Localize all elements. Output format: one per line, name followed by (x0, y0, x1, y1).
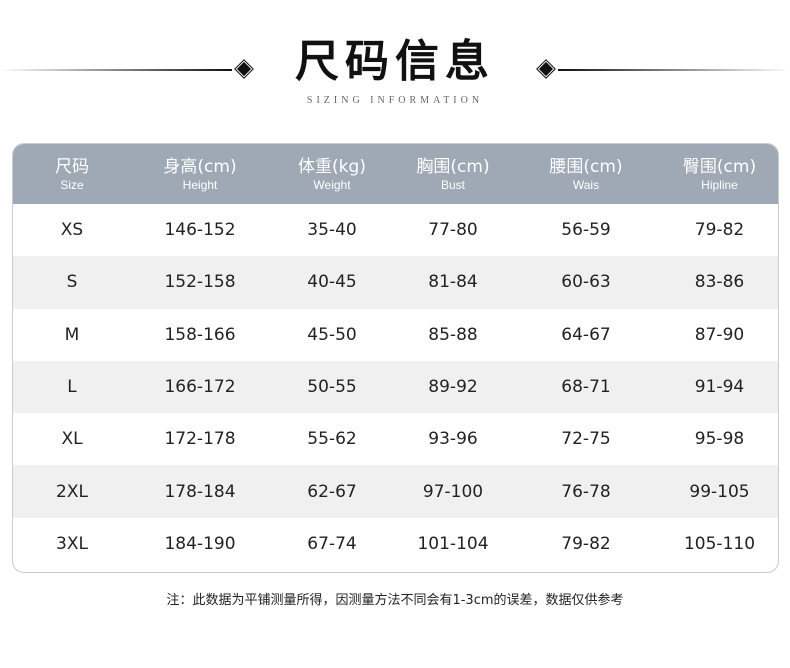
table-row: XL 172-178 55-62 93-96 72-75 95-98 (13, 413, 778, 465)
table-cell: 101-104 (417, 533, 489, 554)
table-cell: 158-166 (164, 324, 236, 345)
divider-left (0, 69, 232, 71)
table-cell: 77-80 (428, 220, 478, 241)
table-cell: 62-67 (307, 481, 357, 502)
page-subtitle: SIZING INFORMATION (306, 95, 484, 106)
note: 注：此数据为平铺测量所得，因测量方法不同会有1-3cm的误差，数据仅供参考 (166, 593, 624, 608)
table-cell: 152-158 (164, 272, 236, 293)
table-row: 3XL 184-190 67-74 101-104 79-82 105-110 (13, 518, 778, 570)
table-cell: 40-45 (307, 272, 357, 293)
table-row: M 158-166 45-50 85-88 64-67 87-90 (13, 309, 778, 361)
table-row: 2XL 178-184 62-67 97-100 76-78 99-105 (13, 465, 778, 518)
table-cell: 55-62 (307, 429, 357, 450)
column-header: 臀围(cm) Hipline (661, 144, 778, 204)
table-row: S 152-158 40-45 81-84 60-63 83-86 (13, 256, 778, 309)
table-cell: 166-172 (164, 377, 236, 398)
header-zh: 腰围(cm) (549, 156, 623, 177)
table-cell: 97-100 (422, 481, 484, 502)
table-cell: 67-74 (307, 533, 357, 554)
column-header: 胸围(cm) Bust (395, 144, 511, 204)
table-cell: 91-94 (694, 377, 745, 398)
table-row: XS 146-152 35-40 77-80 56-59 79-82 (13, 204, 778, 256)
header-en: Hipline (701, 177, 738, 192)
table-cell: 72-75 (561, 429, 611, 450)
table-cell: 99-105 (689, 481, 750, 502)
table-cell: 93-96 (428, 429, 478, 450)
table-cell: S (66, 272, 78, 293)
size-table: 尺码 Size 身高(cm) Height 体重(kg) Weight 胸围(cm) Bust… (12, 143, 779, 573)
table-cell: 76-78 (561, 481, 611, 502)
table-cell: 105-110 (683, 533, 756, 554)
table-cell: 50-55 (307, 377, 357, 398)
table-cell: 45-50 (307, 324, 357, 345)
table-cell: 79-82 (561, 533, 611, 554)
table-cell: 2XL (56, 481, 88, 502)
page-title: 尺码信息 (295, 36, 495, 87)
column-header: 尺码 Size (13, 144, 131, 204)
column-header: 体重(kg) Weight (269, 144, 395, 204)
table-cell: 60-63 (561, 272, 611, 293)
table-cell: 79-82 (694, 220, 745, 241)
table-cell: XS (60, 220, 84, 241)
table-cell: 85-88 (428, 324, 478, 345)
header-en: Height (182, 177, 218, 192)
header-en: Bust (440, 177, 465, 192)
column-header: 身高(cm) Height (131, 144, 269, 204)
table-cell: 3XL (56, 533, 88, 554)
header-zh: 身高(cm) (163, 156, 237, 177)
column-header: 腰围(cm) Wais (511, 144, 661, 204)
table-cell: 35-40 (307, 220, 357, 241)
header-en: Weight (313, 177, 351, 192)
table-cell: 87-90 (694, 324, 745, 345)
table-cell: 68-71 (561, 377, 611, 398)
table-cell: 64-67 (561, 324, 611, 345)
header-en: Size (60, 177, 84, 192)
table-cell: 146-152 (164, 220, 236, 241)
table-cell: 89-92 (428, 377, 478, 398)
table-cell: 184-190 (164, 533, 236, 554)
table-cell: 81-84 (428, 272, 478, 293)
divider-right (558, 69, 790, 71)
table-cell: 172-178 (164, 429, 236, 450)
table-cell: 83-86 (694, 272, 745, 293)
header-zh: 体重(kg) (298, 156, 366, 177)
table-cell: 178-184 (164, 481, 236, 502)
table-cell: 56-59 (561, 220, 611, 241)
header-zh: 臀围(cm) (682, 156, 757, 177)
header-en: Wais (572, 177, 600, 192)
table-row: L 166-172 50-55 89-92 68-71 91-94 (13, 360, 778, 414)
table-cell: 95-98 (694, 429, 745, 450)
table-cell: XL (61, 429, 83, 450)
header-zh: 尺码 (55, 156, 89, 177)
table-cell: M (64, 324, 80, 345)
table-header: 尺码 Size 身高(cm) Height 体重(kg) Weight 胸围(cm) Bust… (13, 144, 778, 204)
header-zh: 胸围(cm) (416, 156, 490, 177)
table-cell: L (67, 377, 77, 398)
